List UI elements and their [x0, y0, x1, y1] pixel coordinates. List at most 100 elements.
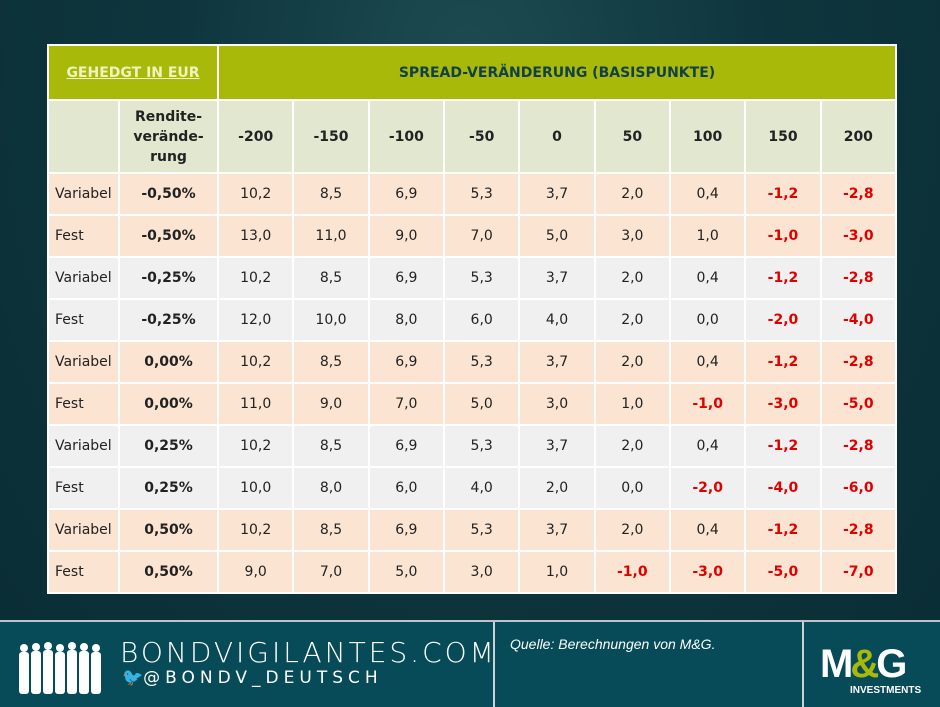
value-cell: -1,0: [593, 550, 671, 594]
value-cell: 3,7: [518, 172, 596, 216]
value-cell: -2,0: [744, 298, 822, 342]
value-cell: 4,0: [518, 298, 596, 342]
value-cell: 5,3: [442, 340, 521, 384]
footer-divider: [802, 622, 804, 707]
value-cell: -3,0: [819, 214, 898, 258]
value-cell: 6,0: [367, 466, 446, 510]
table-row: Fest 0,00% 11,0 9,0 7,0 5,0 3,0 1,0 -1,0 -3,0 -5,0: [47, 382, 898, 426]
site-name[interactable]: BONDVIGILANTES.COM: [120, 636, 497, 669]
rate-type-cell: Variabel: [47, 340, 120, 384]
rate-type-cell: Fest: [47, 214, 120, 258]
value-cell: 3,0: [518, 382, 596, 426]
yield-change-cell: 0,50%: [117, 508, 220, 552]
spread-header-cell: 0: [518, 99, 596, 174]
hedged-label: GEHEDGT IN EUR: [46, 44, 220, 101]
value-cell: 8,5: [292, 508, 370, 552]
table-row: Fest -0,25% 12,0 10,0 8,0 6,0 4,0 2,0 0,0 -2,0 -4,…: [47, 298, 898, 342]
value-cell: -1,2: [744, 256, 822, 300]
spread-header-cell: -100: [367, 99, 446, 174]
table-row: Variabel -0,25% 10,2 8,5 6,9 5,3 3,7 2,0 0,4 -1,2…: [47, 256, 898, 300]
spread-header-cell: -150: [292, 99, 370, 174]
table-row: Fest 0,25% 10,0 8,0 6,0 4,0 2,0 0,0 -2,0 -4,0 -6,0: [47, 466, 898, 510]
yield-change-cell: 0,50%: [117, 550, 220, 594]
value-cell: 5,0: [367, 550, 446, 594]
value-cell: 10,2: [217, 340, 295, 384]
spread-header-cell: 200: [819, 99, 898, 174]
table-row: Fest 0,50% 9,0 7,0 5,0 3,0 1,0 -1,0 -3,0 -5,0 -7,0: [47, 550, 898, 594]
value-cell: 0,4: [668, 424, 747, 468]
spread-header-cell: 50: [593, 99, 671, 174]
value-cell: 1,0: [593, 382, 671, 426]
value-cell: 6,9: [367, 508, 446, 552]
value-cell: 8,0: [292, 466, 370, 510]
source-note: Quelle: Berechnungen von M&G.: [510, 636, 716, 652]
value-cell: 5,0: [442, 382, 521, 426]
value-cell: 9,0: [367, 214, 446, 258]
yield-change-cell: -0,25%: [117, 298, 220, 342]
value-cell: 0,4: [668, 256, 747, 300]
rate-type-cell: Variabel: [47, 172, 120, 216]
value-cell: 6,9: [367, 424, 446, 468]
value-cell: -2,8: [819, 508, 898, 552]
rate-type-cell: Fest: [47, 550, 120, 594]
footer-divider: [493, 622, 495, 707]
value-cell: 10,2: [217, 172, 295, 216]
value-cell: 13,0: [217, 214, 295, 258]
value-cell: 11,0: [292, 214, 370, 258]
value-cell: -3,0: [668, 550, 747, 594]
value-cell: -5,0: [819, 382, 898, 426]
value-cell: 8,5: [292, 340, 370, 384]
value-cell: -2,8: [819, 424, 898, 468]
spread-change-title: SPREAD-VERÄNDERUNG (BASISPUNKTE): [217, 44, 897, 101]
value-cell: -1,0: [668, 382, 747, 426]
value-cell: 2,0: [593, 298, 671, 342]
value-cell: 9,0: [292, 382, 370, 426]
value-cell: -1,2: [744, 172, 822, 216]
rate-type-cell: Variabel: [47, 424, 120, 468]
value-cell: 3,0: [593, 214, 671, 258]
value-cell: 2,0: [593, 256, 671, 300]
empty-cell: [47, 99, 120, 174]
sensitivity-table: GEHEDGT IN EUR SPREAD-VERÄNDERUNG (BASIS…: [46, 44, 898, 594]
yield-change-cell: -0,25%: [117, 256, 220, 300]
rate-type-cell: Variabel: [47, 256, 120, 300]
value-cell: 3,7: [518, 508, 596, 552]
spread-header-cell: 100: [668, 99, 747, 174]
value-cell: 6,9: [367, 256, 446, 300]
spread-header-cell: -200: [217, 99, 295, 174]
value-cell: 7,0: [442, 214, 521, 258]
table-row: Variabel -0,50% 10,2 8,5 6,9 5,3 3,7 2,0 0,4 -1,2…: [47, 172, 898, 216]
value-cell: 3,0: [442, 550, 521, 594]
rate-type-cell: Variabel: [47, 508, 120, 552]
twitter-handle[interactable]: 🐦@BONDV_DEUTSCH: [122, 668, 383, 688]
value-cell: 8,5: [292, 172, 370, 216]
table-row: Variabel 0,50% 10,2 8,5 6,9 5,3 3,7 2,0 0,4 -1,2-…: [47, 508, 898, 552]
value-cell: -1,2: [744, 424, 822, 468]
value-cell: -4,0: [819, 298, 898, 342]
value-cell: 1,0: [668, 214, 747, 258]
value-cell: 0,4: [668, 508, 747, 552]
value-cell: 6,9: [367, 340, 446, 384]
value-cell: 7,0: [292, 550, 370, 594]
value-cell: 10,0: [292, 298, 370, 342]
table-subheader-row: Rendite-verände-rung -200 -150 -100 -50 0 50 1…: [47, 99, 898, 174]
spread-header-cell: -50: [442, 99, 521, 174]
value-cell: 10,0: [217, 466, 295, 510]
value-cell: 2,0: [593, 424, 671, 468]
people-silhouette-icon: [19, 642, 101, 694]
value-cell: 8,5: [292, 256, 370, 300]
value-cell: 5,3: [442, 424, 521, 468]
table-row: Variabel 0,00% 10,2 8,5 6,9 5,3 3,7 2,0 0,4 -1,2-…: [47, 340, 898, 384]
value-cell: 10,2: [217, 256, 295, 300]
value-cell: -7,0: [819, 550, 898, 594]
footer: BONDVIGILANTES.COM 🐦@BONDV_DEUTSCH Quell…: [0, 620, 940, 707]
value-cell: 11,0: [217, 382, 295, 426]
value-cell: 1,0: [518, 550, 596, 594]
value-cell: 0,0: [593, 466, 671, 510]
value-cell: 2,0: [593, 172, 671, 216]
value-cell: 7,0: [367, 382, 446, 426]
value-cell: 12,0: [217, 298, 295, 342]
value-cell: 5,0: [518, 214, 596, 258]
value-cell: -1,0: [744, 214, 822, 258]
value-cell: 6,0: [442, 298, 521, 342]
